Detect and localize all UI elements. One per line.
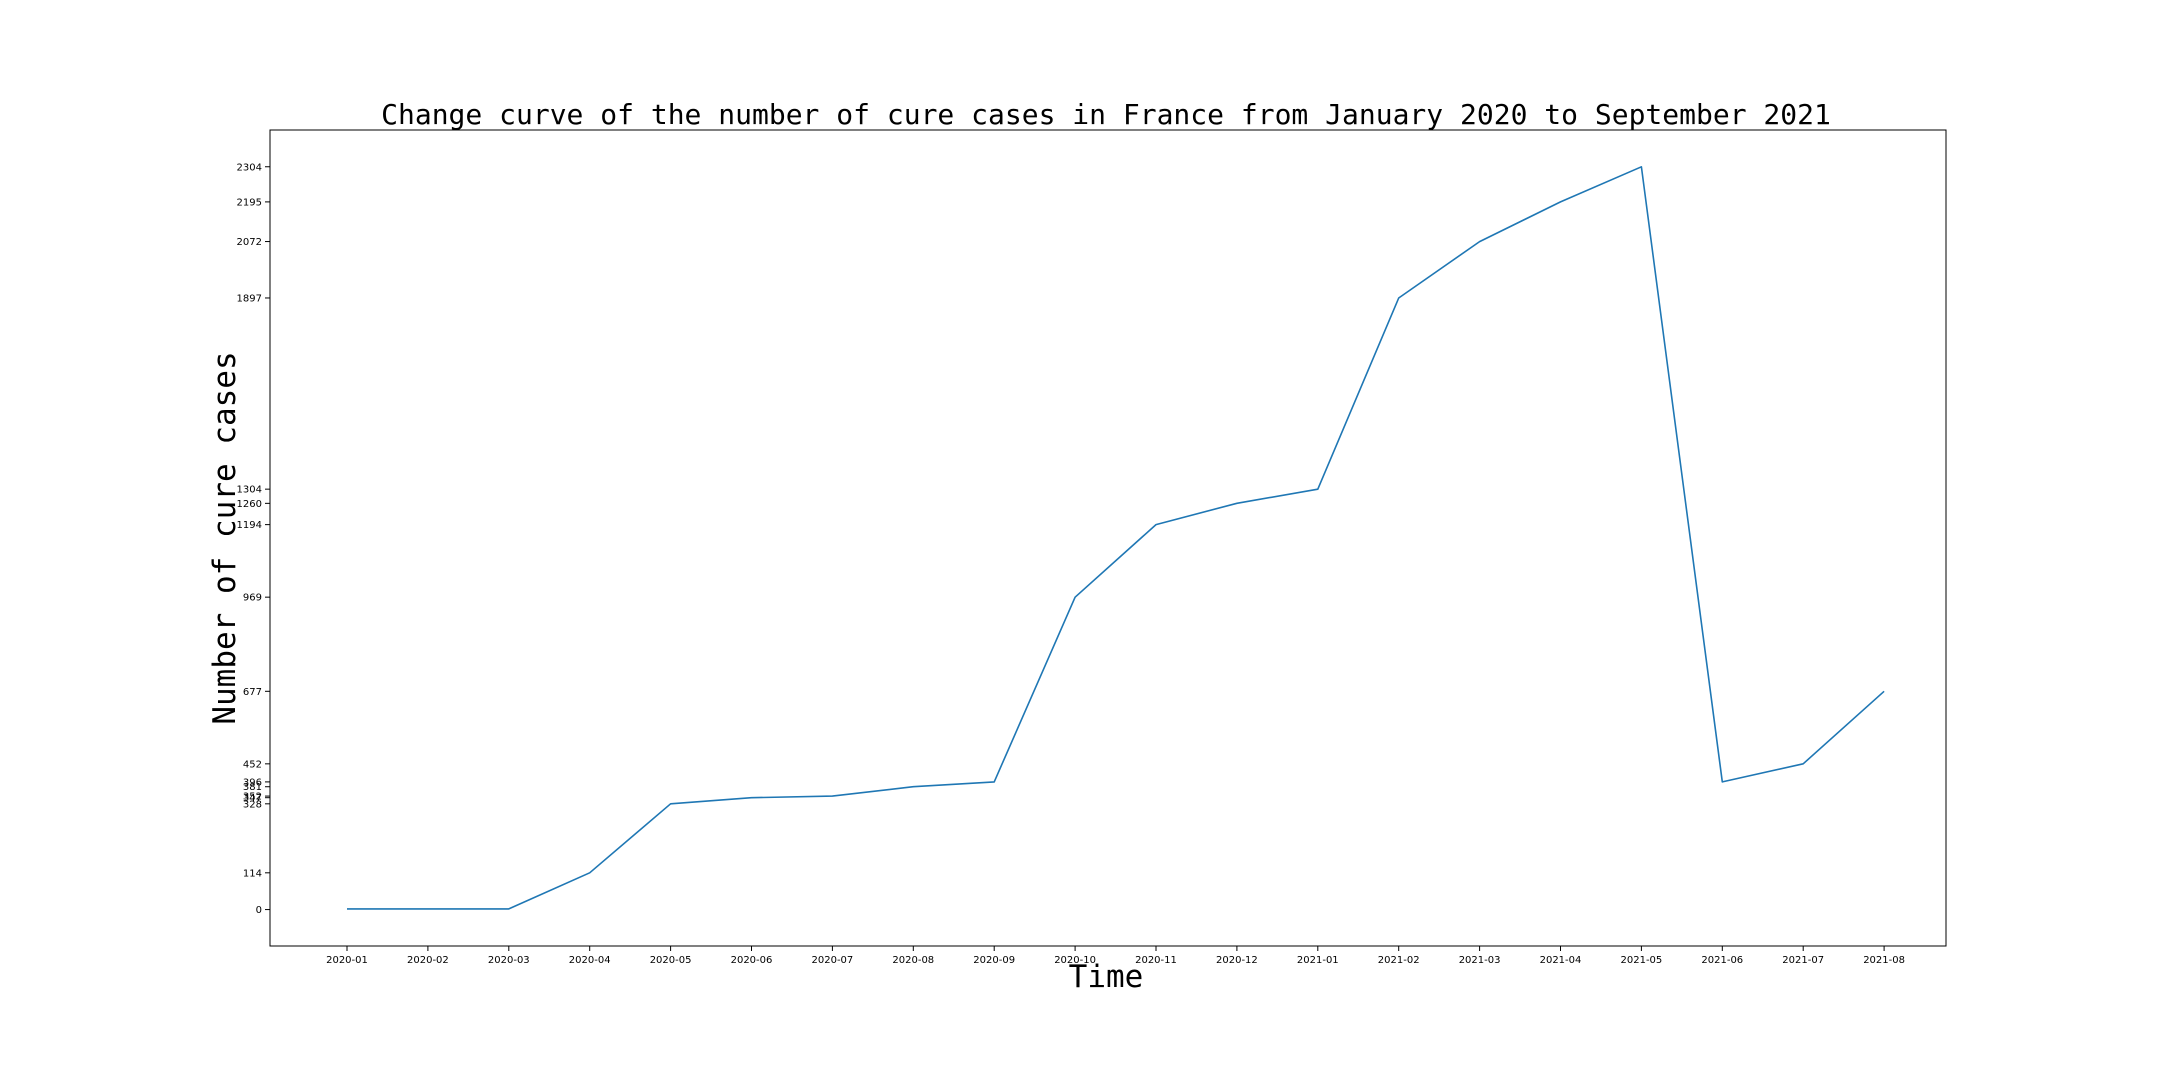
y-tick-label: 969 xyxy=(243,593,262,604)
x-tick-label: 2021-03 xyxy=(1459,955,1501,966)
x-tick-label: 2020-10 xyxy=(1054,955,1096,966)
y-tick-label: 381 xyxy=(243,782,262,793)
x-tick-label: 2020-12 xyxy=(1216,955,1258,966)
y-tick-label: 1260 xyxy=(237,499,262,510)
x-tick-label: 2020-07 xyxy=(812,955,854,966)
x-tick-label: 2021-05 xyxy=(1621,955,1663,966)
y-tick-label: 1897 xyxy=(237,293,262,304)
plot-area-frame xyxy=(269,129,1947,947)
chart-title: Change curve of the number of cure cases… xyxy=(381,98,1831,131)
x-tick-label: 2020-08 xyxy=(892,955,934,966)
x-tick-label: 2020-05 xyxy=(650,955,692,966)
series-line xyxy=(347,166,1885,910)
y-axis-label: Number of cure cases xyxy=(207,351,243,724)
y-tick-label: 114 xyxy=(243,868,262,879)
x-tick-label: 2021-08 xyxy=(1863,955,1905,966)
x-tick-label: 2021-06 xyxy=(1701,955,1743,966)
x-tick-label: 2020-04 xyxy=(569,955,611,966)
x-tick-label: 2020-09 xyxy=(973,955,1015,966)
y-tick-label: 328 xyxy=(243,799,262,810)
y-tick-label: 0 xyxy=(256,905,262,916)
x-axis-label: Time xyxy=(1069,959,1144,995)
y-tick-label: 677 xyxy=(243,687,262,698)
y-tick-label: 2072 xyxy=(237,237,262,248)
y-tick-label: 347 xyxy=(243,793,262,804)
x-tick-label: 2021-07 xyxy=(1782,955,1824,966)
y-tick-label: 352 xyxy=(243,792,262,803)
x-tick-label: 2020-03 xyxy=(488,955,530,966)
x-tick-label: 2020-11 xyxy=(1135,955,1177,966)
y-tick-label: 2195 xyxy=(237,197,262,208)
y-tick-label: 1194 xyxy=(237,520,262,531)
y-tick-label: 1304 xyxy=(237,485,262,496)
x-tick-label: 2020-02 xyxy=(407,955,449,966)
x-tick-label: 2021-04 xyxy=(1540,955,1582,966)
x-tick-label: 2020-01 xyxy=(326,955,368,966)
x-tick-label: 2020-06 xyxy=(731,955,773,966)
y-tick-label: 452 xyxy=(243,759,262,770)
x-axis-ticks: 2020-01 2020-02 2020-03 2020-04 2020-05 2020-… xyxy=(326,946,1905,966)
y-tick-label: 396 xyxy=(243,777,262,788)
y-tick-label: 2304 xyxy=(237,162,262,173)
x-tick-label: 2021-01 xyxy=(1297,955,1339,966)
x-tick-label: 2021-02 xyxy=(1378,955,1420,966)
